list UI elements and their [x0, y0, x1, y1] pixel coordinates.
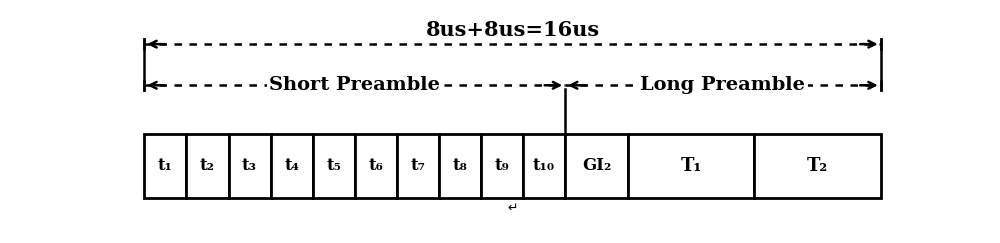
Bar	[313, 134, 355, 198]
Text: t₁: t₁	[158, 157, 173, 174]
Text: Short Preamble: Short Preamble	[269, 76, 440, 94]
Text: t₉: t₉	[495, 157, 509, 174]
Text: t₈: t₈	[453, 157, 467, 174]
Bar	[355, 134, 397, 198]
Text: t₂: t₂	[200, 157, 215, 174]
Bar	[439, 134, 481, 198]
Text: t₇: t₇	[410, 157, 425, 174]
Text: ↵: ↵	[507, 201, 518, 214]
Bar	[397, 134, 439, 198]
Bar	[229, 134, 271, 198]
Text: T₂: T₂	[807, 157, 828, 175]
Bar	[271, 134, 313, 198]
Text: t₁₀: t₁₀	[533, 157, 555, 174]
Bar	[186, 134, 229, 198]
Text: t₄: t₄	[284, 157, 299, 174]
Bar	[565, 134, 628, 198]
Bar	[144, 134, 186, 198]
Bar	[754, 134, 881, 198]
Text: GI₂: GI₂	[582, 157, 611, 174]
Bar	[481, 134, 523, 198]
Text: T₁: T₁	[681, 157, 702, 175]
Text: t₅: t₅	[326, 157, 341, 174]
Text: t₆: t₆	[368, 157, 383, 174]
Text: Long Preamble: Long Preamble	[640, 76, 805, 94]
Bar	[628, 134, 754, 198]
Bar	[523, 134, 565, 198]
Text: 8us+8us=16us: 8us+8us=16us	[425, 20, 600, 40]
Text: t₃: t₃	[242, 157, 257, 174]
